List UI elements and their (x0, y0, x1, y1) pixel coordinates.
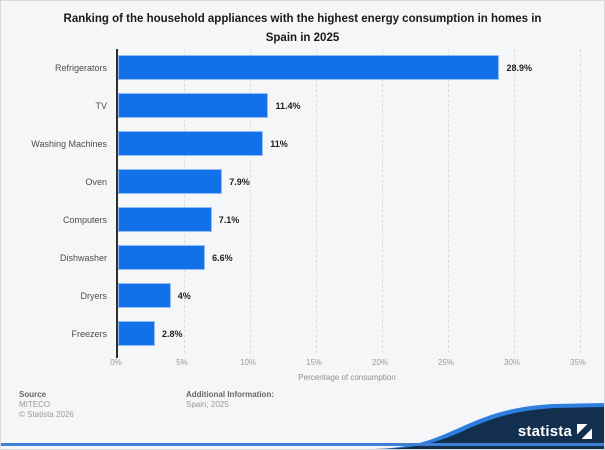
category-label: Refrigerators (54, 63, 107, 73)
additional-info-value: Spain; 2025 (186, 400, 229, 409)
plot-area: 28.9% 11.4% 11% 7.9% 7.1% 6.6% 4% 2.8% (116, 49, 581, 358)
bar (118, 283, 171, 308)
bar-row: 7.1% (118, 201, 580, 239)
gridline (250, 49, 251, 353)
bar-row: 7.9% (118, 163, 580, 201)
category-label: Oven (85, 177, 107, 187)
category-label: TV (95, 101, 107, 111)
bar-row: 6.6% (118, 239, 580, 277)
bottom-accent-line (1, 443, 604, 446)
bar-row: 11% (118, 125, 580, 163)
x-axis-ticks: 0% 5% 10% 15% 20% 25% 30% 35% (110, 358, 586, 368)
category-label: Computers (62, 215, 107, 225)
statista-logo-mark-icon (577, 424, 592, 439)
additional-info-block: Additional Information: Spain; 2025 (186, 390, 274, 410)
source-label: Source (19, 390, 47, 399)
bar (118, 207, 212, 232)
chart-title: Ranking of the household appliances with… (63, 13, 542, 44)
bar (118, 131, 264, 156)
copyright-text: © Statista 2026 (19, 410, 74, 419)
statista-wave-decoration (374, 403, 604, 449)
x-tick-label: 0% (110, 358, 122, 367)
x-tick-label: 20% (371, 358, 389, 367)
gridline (382, 49, 383, 353)
x-axis-label: Percentage of consumption (298, 373, 396, 382)
bar-value-label: 11.4% (275, 101, 301, 111)
bar (118, 93, 269, 118)
bar-value-label: 7.9% (229, 177, 250, 187)
x-tick-label: 15% (305, 358, 323, 367)
bar-row: 28.9% (118, 49, 580, 87)
bar-value-label: 11% (270, 139, 288, 149)
bar-row: 2.8% (118, 315, 580, 353)
x-tick-label: 5% (176, 358, 188, 367)
gridline (184, 49, 185, 353)
x-tick-label: 35% (569, 358, 587, 367)
gridline (580, 49, 581, 353)
statista-logo-text: statista (517, 423, 572, 440)
category-label: Freezers (71, 329, 107, 339)
zero-tick-mark (116, 353, 118, 358)
category-label: Washing Machines (31, 139, 107, 149)
category-label: Dryers (80, 291, 108, 301)
bar (118, 169, 223, 194)
category-label: Dishwasher (59, 253, 107, 263)
bar (118, 55, 500, 80)
source-block: Source MITECO © Statista 2026 (19, 390, 74, 420)
bar-row: 4% (118, 277, 580, 315)
x-tick-label: 25% (437, 358, 455, 367)
gridline (448, 49, 449, 353)
bar-row: 11.4% (118, 87, 580, 125)
gridline (316, 49, 317, 353)
additional-info-label: Additional Information: (186, 390, 274, 399)
bar (118, 321, 155, 346)
bar-value-label: 2.8% (161, 329, 183, 339)
bar-value-label: 7.1% (218, 215, 240, 225)
gridline (514, 49, 515, 353)
source-value: MITECO (19, 400, 51, 409)
category-axis: Refrigerators TV Washing Machines Oven Compu… (1, 49, 107, 353)
x-tick-label: 10% (239, 358, 257, 367)
bar-value-label: 28.9% (506, 63, 532, 73)
bar-value-label: 6.6% (212, 253, 233, 263)
x-tick-label: 30% (503, 358, 521, 367)
statista-logo[interactable]: statista (518, 423, 592, 440)
bar-value-label: 4% (177, 291, 191, 301)
bar (118, 245, 206, 270)
